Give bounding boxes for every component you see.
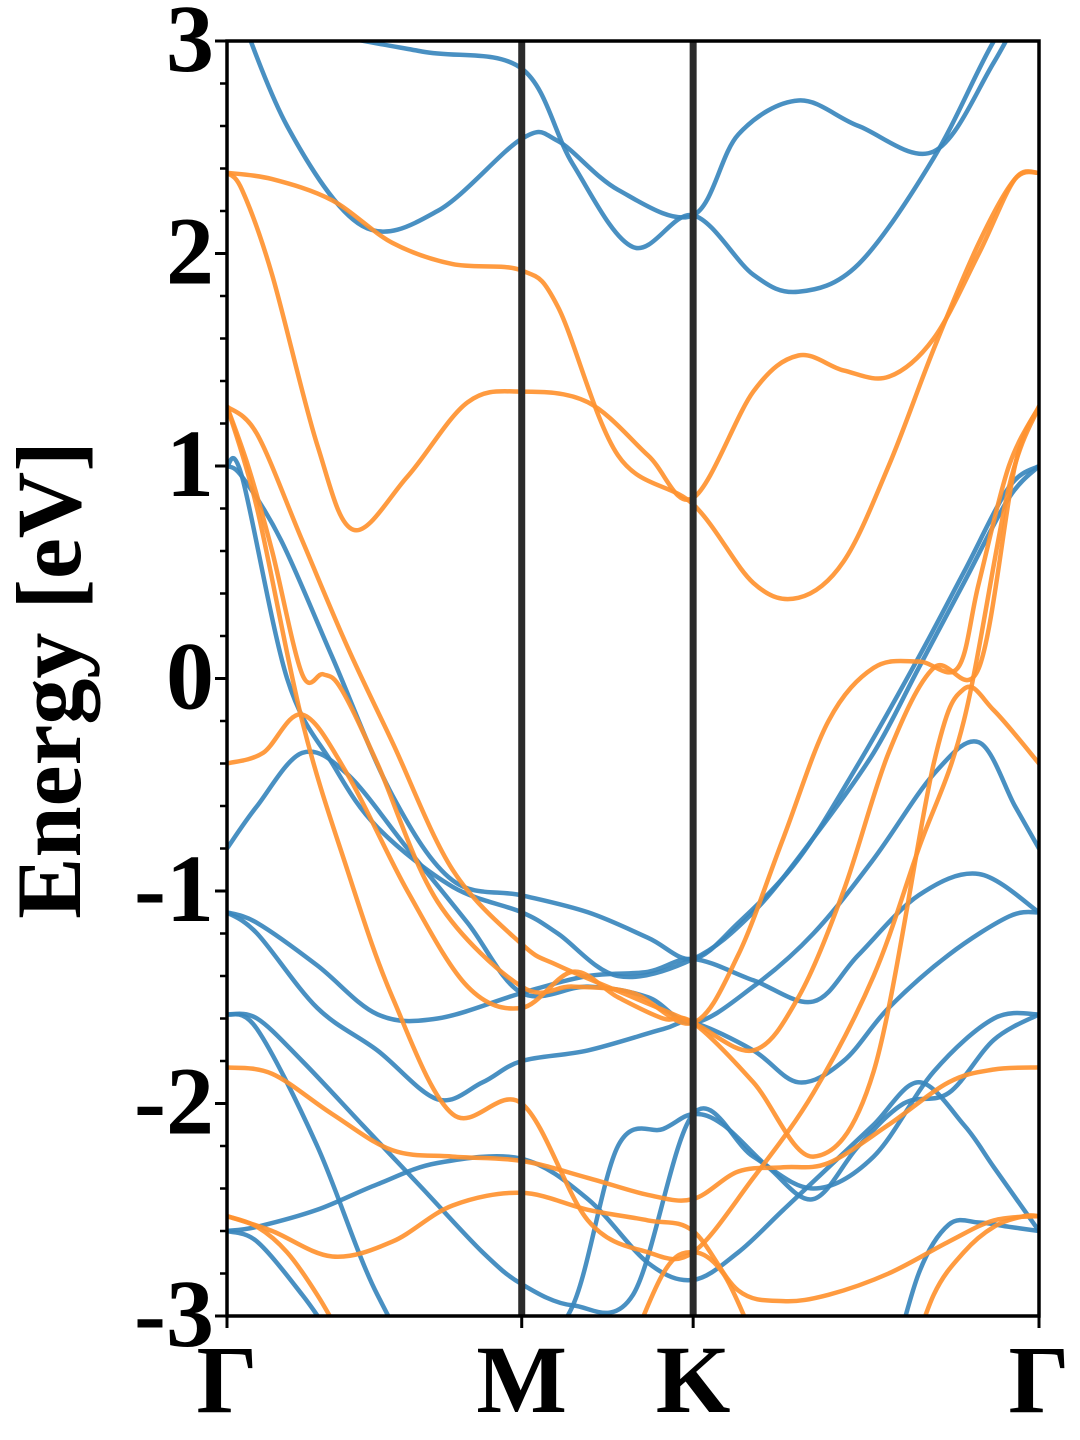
y-tick-label: -2 (134, 1048, 214, 1155)
y-tick-label: -1 (134, 835, 214, 942)
band-line-orange-13 (227, 169, 1039, 602)
y-axis: 3 2 1 0 -1 -2 -3 (134, 0, 227, 1367)
band-line-blue-3 (227, 463, 1039, 962)
y-tick-label: 1 (166, 410, 214, 517)
band-line-blue-4 (227, 455, 1039, 980)
y-tick-label: 3 (166, 0, 214, 92)
band-line-blue-6 (227, 871, 1039, 1024)
band-line-orange-19 (227, 1065, 1039, 1203)
band-line-blue-9 (227, 1012, 1039, 1316)
band-line-orange-15 (227, 404, 1039, 1054)
x-tick-label-4: Γ (1008, 1326, 1069, 1433)
x-tick-label-2: M (476, 1326, 567, 1433)
x-tick-label-3: K (656, 1326, 731, 1433)
band-line-blue-7 (227, 909, 1039, 1103)
band-line-orange-17 (227, 684, 1039, 1159)
band-line-orange-23 (922, 1213, 1039, 1316)
band-line-blue-12 (903, 1217, 1039, 1316)
band-line-blue-2 (352, 41, 997, 295)
band-line-blue-11 (227, 1228, 321, 1316)
band-line-orange-14 (227, 169, 1039, 533)
high-symmetry-lines (518, 41, 697, 1316)
y-tick-label: 2 (166, 198, 214, 305)
y-tick-label: -3 (134, 1260, 214, 1367)
band-curves (227, 41, 1039, 1316)
band-line-blue-1 (248, 41, 1009, 234)
band-line-orange-16 (227, 404, 1039, 1026)
band-line-orange-21 (227, 1213, 333, 1316)
band-line-orange-20 (227, 1190, 1039, 1304)
y-tick-label: 0 (166, 623, 214, 730)
band-line-blue-10 (227, 1080, 1039, 1283)
x-tick-label-1: Γ (196, 1326, 257, 1433)
y-axis-label: Energy [eV] (0, 441, 100, 919)
band-line-orange-18 (227, 404, 1039, 1262)
band-line-blue-8 (227, 1010, 1039, 1316)
